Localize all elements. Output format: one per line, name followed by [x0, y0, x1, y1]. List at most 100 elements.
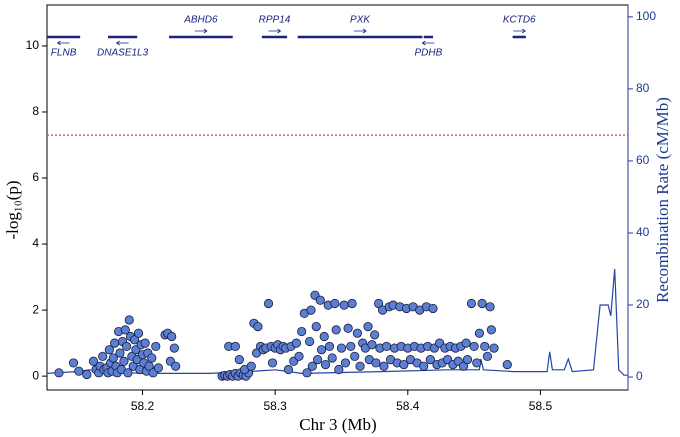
- strand-arrow: [194, 28, 208, 34]
- snp-point: [320, 359, 331, 370]
- snp-point: [331, 325, 341, 335]
- snp-point: [171, 361, 181, 371]
- snp-point: [315, 295, 325, 305]
- y-tick-label: 4: [32, 236, 39, 250]
- snp-point: [82, 369, 92, 380]
- snp-point: [297, 326, 307, 337]
- gene-label: DNASE1L3: [97, 48, 149, 59]
- snp-point: [502, 359, 512, 370]
- snp-point: [346, 341, 356, 352]
- snp-point: [307, 361, 317, 371]
- snp-point: [147, 353, 157, 363]
- snp-point: [68, 358, 79, 368]
- snp-point: [110, 338, 120, 348]
- snp-point: [381, 341, 392, 352]
- y-tick-label: 6: [32, 170, 39, 184]
- snp-point: [246, 361, 256, 371]
- snp-point: [151, 341, 161, 352]
- snp-point: [462, 355, 473, 365]
- snp-point: [133, 328, 144, 338]
- strand-arrow: [421, 40, 435, 46]
- snp-point: [425, 355, 435, 365]
- snp-point: [379, 361, 389, 371]
- strand-arrow: [513, 28, 526, 34]
- snp-point: [399, 359, 409, 370]
- gene-label: ABHD6: [183, 15, 218, 26]
- snp-point: [313, 355, 323, 365]
- x-tick-label: 58.2: [131, 399, 155, 413]
- strand-arrow: [354, 28, 367, 34]
- snp-point: [267, 358, 278, 368]
- snp-point: [230, 341, 240, 352]
- y2-tick-label: 20: [636, 297, 650, 311]
- snp-point: [327, 353, 337, 363]
- snp-point: [291, 338, 301, 348]
- snp-point: [305, 336, 315, 347]
- snp-point: [347, 298, 357, 309]
- y2-tick-label: 0: [636, 369, 643, 383]
- y2-tick-label: 100: [636, 9, 656, 23]
- snp-point: [339, 300, 349, 310]
- y2-tick-label: 80: [636, 81, 650, 95]
- x-axis-title: Chr 3 (Mb): [299, 415, 376, 434]
- snp-point: [340, 358, 351, 368]
- y-axis-title: -log₁₀(p): [3, 180, 22, 239]
- snp-point: [283, 364, 294, 375]
- snp-point: [336, 343, 347, 353]
- snp-point: [461, 338, 471, 348]
- snp-point: [153, 363, 164, 373]
- snp-point: [352, 328, 362, 338]
- gene-label: FLNB: [51, 48, 77, 59]
- snp-point: [367, 340, 377, 350]
- snp-point: [350, 351, 360, 361]
- gene-label: PXK: [350, 15, 371, 26]
- snp-point: [124, 315, 134, 325]
- y2-tick-label: 60: [636, 153, 650, 167]
- snp-point: [482, 351, 492, 361]
- y-tick-label: 0: [32, 368, 39, 382]
- snp-point: [428, 303, 438, 314]
- snp-point: [123, 368, 133, 378]
- y-tick-label: 2: [32, 302, 39, 316]
- snp-point: [324, 341, 335, 352]
- snp-point: [140, 338, 150, 348]
- snp-point: [489, 343, 499, 353]
- snp-point: [169, 343, 179, 353]
- snp-point: [120, 325, 130, 335]
- snp-point: [355, 361, 365, 371]
- snp-point: [330, 298, 340, 309]
- snp-point: [419, 361, 429, 371]
- snp-point: [472, 358, 482, 368]
- snp-point: [129, 335, 140, 345]
- snp-point: [334, 364, 344, 375]
- snp-point: [144, 361, 154, 371]
- snp-point: [253, 322, 263, 332]
- snp-point: [104, 345, 114, 355]
- snp-point: [316, 345, 327, 355]
- snp-point: [319, 331, 329, 342]
- gene-label: RPP14: [259, 15, 291, 26]
- snp-point: [480, 341, 490, 352]
- strand-arrow: [268, 28, 282, 34]
- y2-tick-label: 40: [636, 225, 650, 239]
- strand-arrow: [115, 40, 129, 46]
- snp-point: [370, 330, 380, 340]
- snp-point: [54, 368, 64, 378]
- gene-label: KCTD6: [503, 15, 536, 26]
- gene-label: PDHB: [414, 48, 442, 59]
- snp-point: [119, 356, 129, 366]
- x-tick-label: 58.3: [263, 399, 287, 413]
- strand-arrow: [56, 40, 70, 46]
- snp-point: [167, 331, 177, 342]
- snp-point: [74, 366, 84, 376]
- snp-point: [306, 305, 316, 315]
- snp-point: [294, 351, 304, 361]
- snp-point: [98, 351, 108, 361]
- snp-point: [469, 341, 479, 352]
- snp-point: [343, 323, 353, 333]
- snp-point: [311, 322, 321, 332]
- snp-point: [234, 355, 244, 365]
- snp-point: [486, 325, 496, 335]
- snp-point: [302, 368, 312, 378]
